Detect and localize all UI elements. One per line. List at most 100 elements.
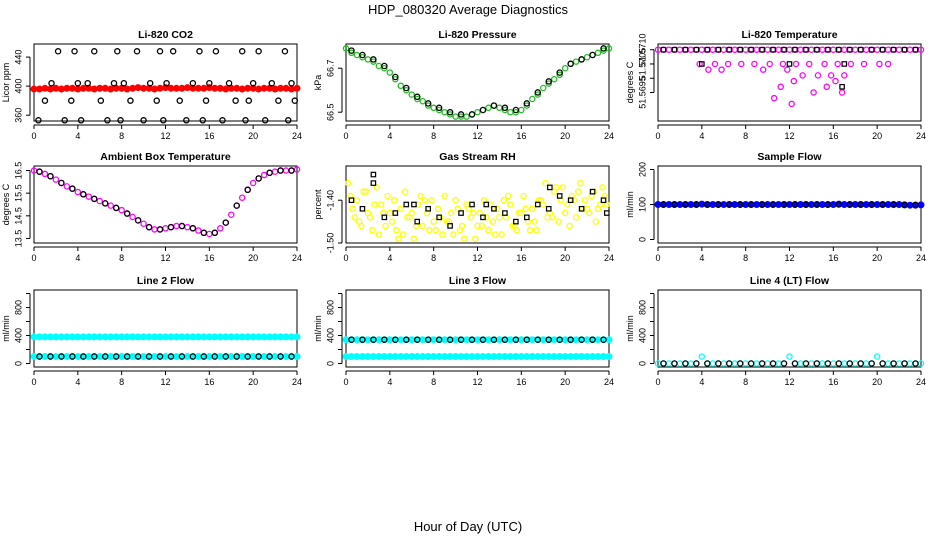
data-point [489,218,497,225]
data-point [167,223,175,231]
data-point [589,51,596,59]
data-point [461,235,468,242]
data-point [41,170,49,178]
data-point [266,169,273,177]
figure-xlabel: Hour of Day (UTC) [414,519,522,534]
data-point [824,201,832,208]
data-point [430,218,437,225]
data-point [403,336,410,343]
data-point [529,205,536,213]
data-point [784,66,791,73]
data-point [395,235,402,242]
panel-rh: Gas Stream RH percent 0 4 8 12 16 20 24 -1.50 -1.4… [313,151,614,263]
data-point [469,201,475,208]
x-tick-label: 0 [31,377,36,387]
x-tick-label: 8 [743,253,748,263]
data-point [570,196,578,204]
data-point [709,46,717,53]
data-point [578,56,585,63]
data-point [261,117,269,124]
data-point [189,225,197,232]
panel-title: Line 3 Flow [449,275,507,287]
data-point [493,205,501,213]
data-point [852,46,859,53]
y-tick-label: 400 [325,328,335,343]
data-point [808,360,815,367]
data-point [206,230,213,238]
data-point [426,226,433,234]
data-point [96,197,104,205]
data-point [355,218,363,225]
data-point [255,48,262,55]
data-point [169,48,177,55]
x-tick-label: 20 [248,131,258,141]
data-point [271,168,279,175]
plot-frame [33,43,298,122]
data-point [704,360,711,367]
data-point [513,226,521,234]
data-point [841,72,848,79]
data-point [41,97,49,104]
data-point [813,201,821,208]
panel-ylabel: ml/min [1,315,11,342]
data-point [454,205,462,213]
data-point [790,77,798,85]
x-tick-label: 20 [872,377,882,387]
data-point [293,333,301,341]
data-point [759,66,767,73]
panel-co2: Li-820 CO2 Licor ppm 0 4 8 12 16 20 24 360 400 440 [1,29,302,141]
data-point [534,89,542,96]
plot-frame [345,43,610,122]
data-point [567,336,574,343]
data-point [698,353,706,360]
data-point [112,353,120,360]
data-point [791,201,799,208]
data-point [48,79,55,87]
y-tick-label: -1.40 [325,190,335,211]
data-point [424,336,432,343]
x-tick-label: 8 [743,131,748,141]
x-tick-label: 24 [292,131,302,141]
data-point [244,353,251,360]
x-tick-label: 24 [604,131,614,141]
data-point [284,117,292,124]
data-point [238,194,246,201]
data-point [534,91,542,98]
data-point [408,91,415,98]
data-point [413,95,421,103]
series-hourly-average [660,201,919,209]
data-point [764,360,771,367]
data-point [425,205,431,212]
data-point [788,100,795,108]
data-point [255,175,262,182]
data-point [726,46,733,53]
data-point [534,201,541,208]
data-point [244,186,251,194]
data-point [545,80,552,87]
data-point [140,117,147,124]
data-point [199,117,207,124]
series-hourly-average [36,167,295,237]
data-point [381,336,388,343]
y-tick-label: 100 [637,197,647,212]
data-point [841,46,848,53]
data-point [80,191,87,198]
data-point [58,179,65,187]
x-tick-label: 24 [292,253,302,263]
data-point [917,201,925,209]
data-point [556,193,563,199]
series-5-min-average [30,84,301,93]
data-point [548,214,556,221]
data-point [720,46,728,53]
data-point [738,60,745,68]
data-point [567,197,574,204]
data-point [600,336,607,343]
panel-ambient: Ambient Box Temperature degrees C 0 4 8 12 16 2… [1,151,302,263]
data-point [202,97,210,104]
data-point [127,97,134,104]
data-point [556,336,563,343]
data-point [478,222,486,230]
data-point [857,201,864,208]
data-point [288,167,295,174]
data-point [184,223,191,231]
